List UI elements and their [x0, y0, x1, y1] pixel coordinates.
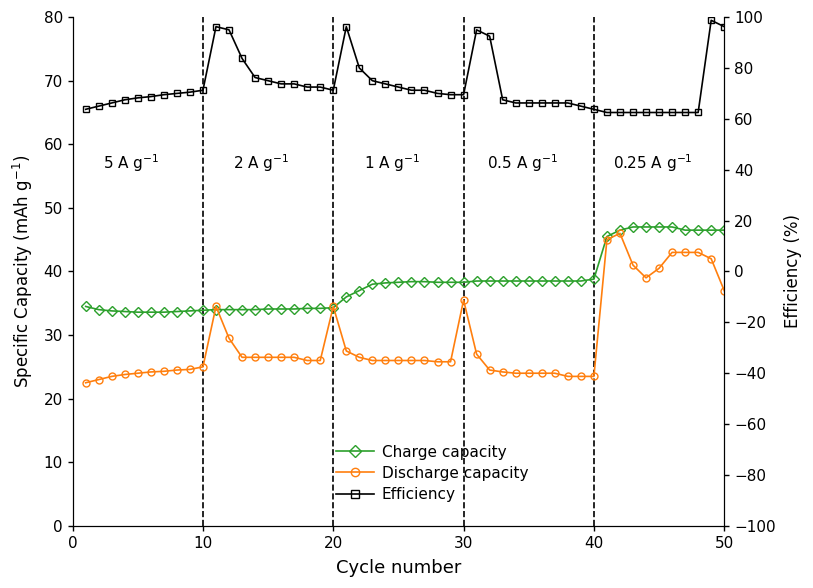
Y-axis label: Specific Capacity (mAh g$^{-1}$): Specific Capacity (mAh g$^{-1}$)	[11, 155, 35, 388]
Text: 5 A g$^{-1}$: 5 A g$^{-1}$	[103, 152, 159, 174]
X-axis label: Cycle number: Cycle number	[336, 559, 461, 577]
Text: 0.5 A g$^{-1}$: 0.5 A g$^{-1}$	[487, 152, 558, 174]
Legend: Charge capacity, Discharge capacity, Efficiency: Charge capacity, Discharge capacity, Eff…	[329, 439, 534, 508]
Y-axis label: Efficiency (%): Efficiency (%)	[784, 215, 802, 329]
Text: 0.25 A g$^{-1}$: 0.25 A g$^{-1}$	[613, 152, 693, 174]
Text: 2 A g$^{-1}$: 2 A g$^{-1}$	[233, 152, 289, 174]
Text: 1 A g$^{-1}$: 1 A g$^{-1}$	[363, 152, 420, 174]
